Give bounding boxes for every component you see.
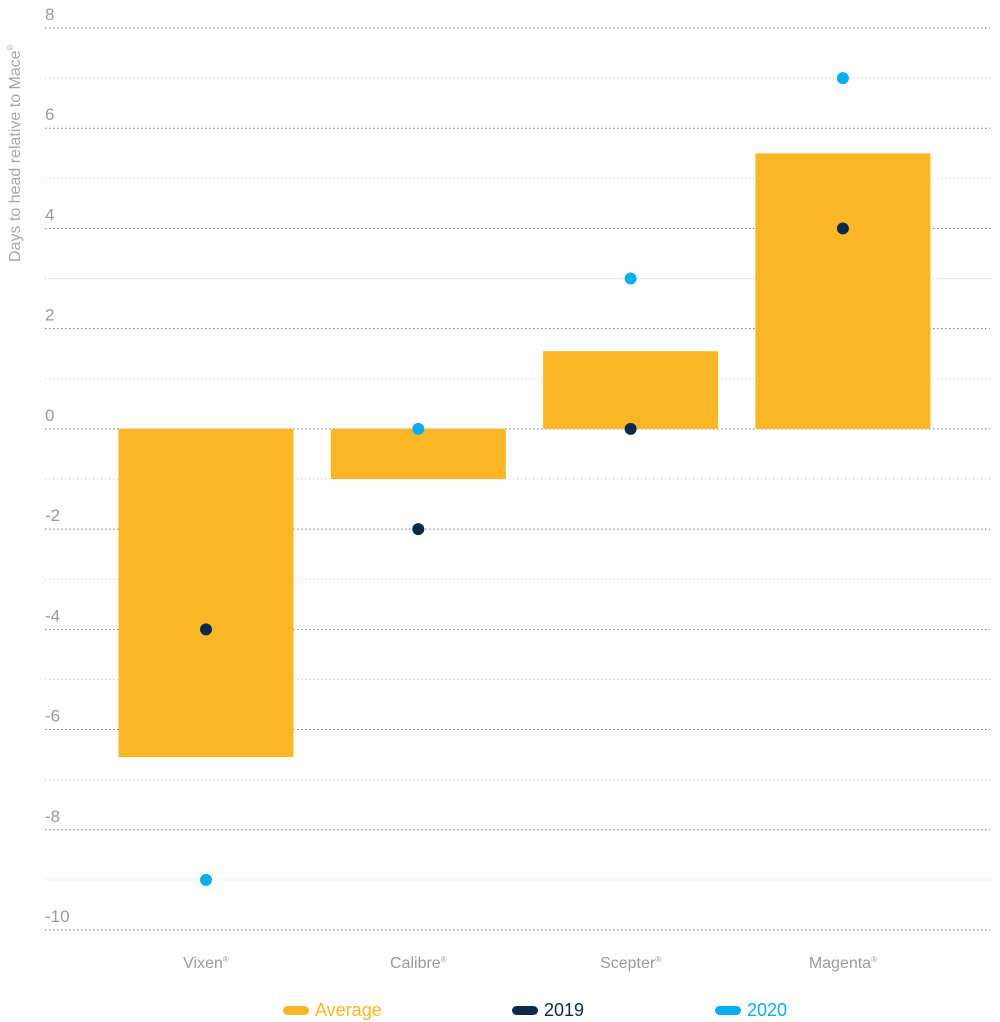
bars (118, 153, 931, 758)
point-2020-calibre (412, 422, 425, 435)
y-tick-label: -4 (45, 606, 60, 625)
points (200, 72, 849, 886)
point-2019-scepter (624, 422, 637, 435)
y-tick-label: -6 (45, 707, 60, 726)
legend-item-average: Average (283, 998, 382, 1022)
bar-calibre (330, 428, 506, 479)
legend-label-2020: 2020 (747, 999, 788, 1020)
legend-swatch-2019 (512, 1005, 538, 1015)
y-tick-label: 4 (45, 205, 54, 224)
bar-magenta (755, 153, 931, 429)
category-label-vixen: Vixen® (183, 955, 229, 972)
legend-item-2019: 2019 (512, 998, 584, 1022)
point-2019-magenta (836, 222, 849, 235)
y-tick-label: -10 (45, 907, 70, 926)
point-2020-vixen (200, 873, 212, 886)
y-tick-labels: 8 6 4 2 0 -2 -4 -6 -8 -10 (45, 5, 70, 926)
legend-swatch-average (283, 1005, 309, 1015)
y-tick-label: 2 (45, 306, 54, 325)
legend-swatch-2020 (715, 1005, 741, 1015)
y-tick-label: -8 (45, 807, 60, 826)
point-2019-vixen (200, 623, 212, 636)
category-labels: Vixen® Calibre® Scepter® Magenta® (183, 955, 877, 972)
y-tick-label: 0 (45, 406, 54, 425)
bar-vixen (118, 428, 294, 758)
legend-item-2020: 2020 (715, 998, 787, 1022)
category-label-scepter: Scepter® (600, 955, 661, 972)
legend-label-2019: 2019 (544, 999, 585, 1020)
legend: Average 2019 2020 (0, 998, 1000, 1022)
bar-scepter (543, 351, 719, 429)
y-tick-label: 6 (45, 105, 54, 124)
category-label-calibre: Calibre® (390, 955, 447, 972)
chart: 8 6 4 2 0 -2 -4 -6 -8 -10 Vixen® Calibre® Scepter® M… (6, 5, 990, 972)
point-2020-scepter (624, 272, 637, 285)
y-axis-title: Days to head relative to Mace® (6, 44, 24, 262)
category-label-magenta: Magenta® (809, 955, 877, 972)
point-2019-calibre (412, 523, 425, 536)
y-tick-label: 8 (45, 5, 54, 24)
y-tick-label: -2 (45, 506, 60, 525)
point-2020-magenta (836, 72, 849, 85)
legend-label-average: Average (315, 999, 382, 1020)
